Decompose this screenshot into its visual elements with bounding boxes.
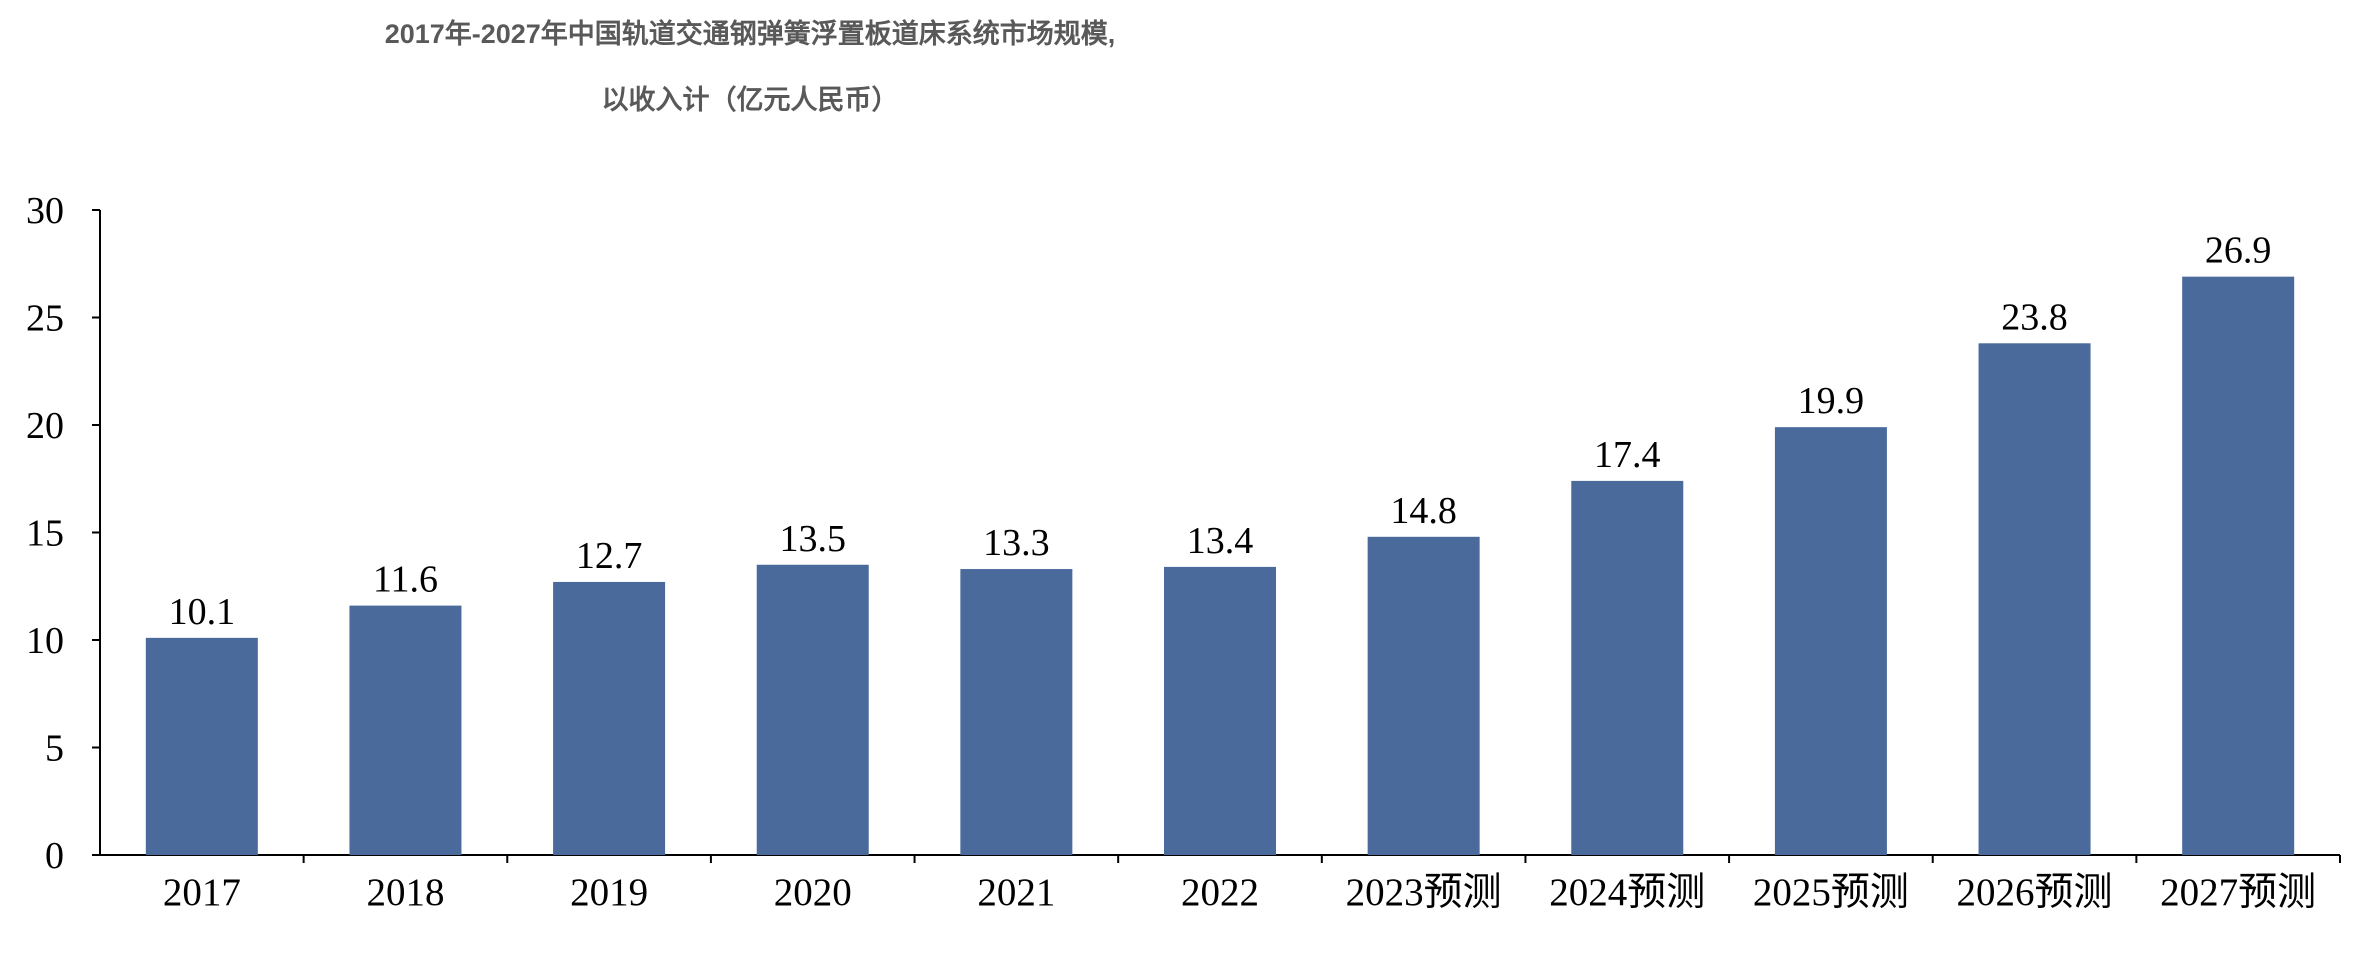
data-label: 10.1	[169, 591, 236, 633]
data-label: 17.4	[1594, 434, 1661, 476]
data-label: 14.8	[1390, 490, 1457, 532]
bar-2026预测	[1978, 343, 2091, 855]
data-label: 12.7	[576, 535, 643, 577]
x-tick-label: 2020	[774, 871, 852, 914]
bar-2023预测	[1367, 536, 1480, 855]
y-tick-label: 0	[45, 835, 64, 877]
x-tick-label: 2017	[163, 871, 241, 914]
chart-title: 2017年-2027年中国轨道交通钢弹簧浮置板道床系统市场规模,	[384, 19, 1116, 49]
x-axis: 2017 2018 2019 2020 2021 2022 2023预测 2024预测 2025…	[100, 854, 2341, 914]
bar-2025预测	[1774, 427, 1887, 855]
data-label: 19.9	[1798, 380, 1865, 422]
bar-series	[145, 276, 2295, 855]
bar-2019	[553, 581, 666, 855]
x-tick-label: 2023预测	[1346, 871, 1502, 914]
x-tick-label: 2025预测	[1753, 871, 1909, 914]
data-label: 26.9	[2205, 230, 2272, 272]
bar-2021	[960, 569, 1073, 855]
y-tick-label: 15	[26, 513, 64, 555]
data-label: 13.3	[983, 522, 1050, 564]
chart-subtitle: 以收入计（亿元人民币）	[601, 85, 899, 115]
x-tick-label: 2027预测	[2160, 871, 2316, 914]
data-label: 13.4	[1187, 520, 1254, 562]
y-tick-label: 5	[45, 728, 64, 770]
data-labels: 10.1 11.6 12.7 13.5 13.3 13.4 14.8 17.4 19.9 23.8…	[169, 230, 2272, 633]
bar-2017	[145, 637, 258, 855]
x-tick-label: 2021	[977, 871, 1055, 914]
data-label: 13.5	[779, 518, 846, 560]
data-label: 11.6	[373, 559, 438, 601]
x-tick-label: 2022	[1181, 871, 1259, 914]
bar-2024预测	[1571, 480, 1684, 855]
data-label: 23.8	[2001, 296, 2068, 338]
y-axis: 0 5 10 15 20 25 30	[26, 190, 101, 877]
bar-2022	[1164, 566, 1276, 855]
bar-2018	[349, 605, 462, 855]
bar-2027预测	[2182, 276, 2295, 855]
x-tick-label: 2018	[366, 871, 444, 914]
bar-2020	[756, 564, 869, 855]
x-tick-label: 2026预测	[1957, 871, 2113, 914]
x-tick-label: 2019	[570, 871, 648, 914]
x-tick-label: 2024预测	[1549, 871, 1705, 914]
y-tick-label: 30	[26, 190, 64, 232]
y-tick-label: 10	[26, 620, 64, 662]
y-tick-label: 25	[26, 298, 64, 340]
y-tick-label: 20	[26, 405, 64, 447]
